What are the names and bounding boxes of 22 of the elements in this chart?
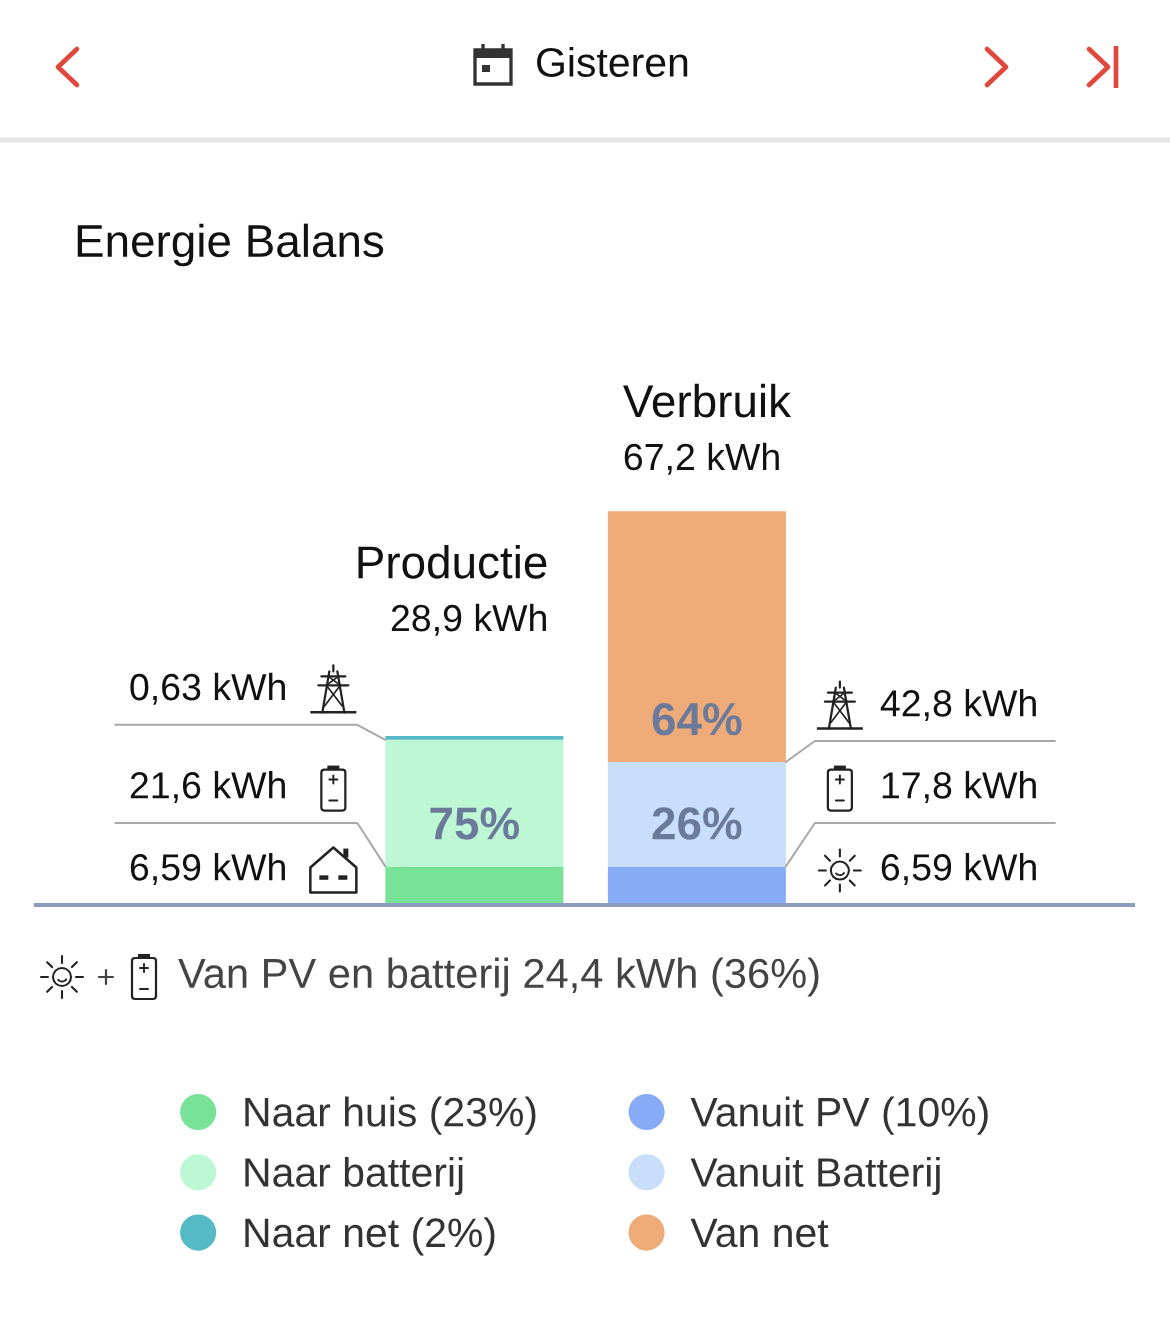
- legend-label: Vanuit Batterij: [690, 1156, 940, 1196]
- data-label: 21,6 kWh: [130, 771, 285, 804]
- annotation: 64%: [652, 702, 742, 736]
- legend-label: Naar batterij: [245, 1156, 463, 1196]
- data-label: 0,63 kWh: [130, 672, 285, 705]
- x-tick-label: Productie: [358, 544, 547, 579]
- data-label: 6,59 kWh: [881, 853, 1036, 886]
- legend-label: Vanuit PV (10%): [690, 1096, 988, 1135]
- x-tick-label: Verbruik: [623, 383, 792, 418]
- legend-label: Van net: [690, 1218, 829, 1248]
- annotation: 75%: [430, 807, 520, 840]
- total-label: 67,2 kWh: [624, 442, 779, 475]
- text: Van PV en batterij 24,4 kWh (36%): [178, 957, 819, 997]
- text: Gisteren: [537, 46, 688, 77]
- data-label: 17,8 kWh: [882, 771, 1036, 804]
- chart-title: Energie Balans: [77, 223, 384, 267]
- annotation: 26%: [652, 807, 742, 840]
- data-label: 6,59 kWh: [130, 853, 285, 886]
- data-label: 42,8 kWh: [880, 689, 1036, 722]
- total-label: 28,9 kWh: [391, 603, 546, 636]
- legend-label: Naar huis (23%): [245, 1096, 536, 1135]
- legend-label: Naar net (2%): [245, 1217, 495, 1256]
